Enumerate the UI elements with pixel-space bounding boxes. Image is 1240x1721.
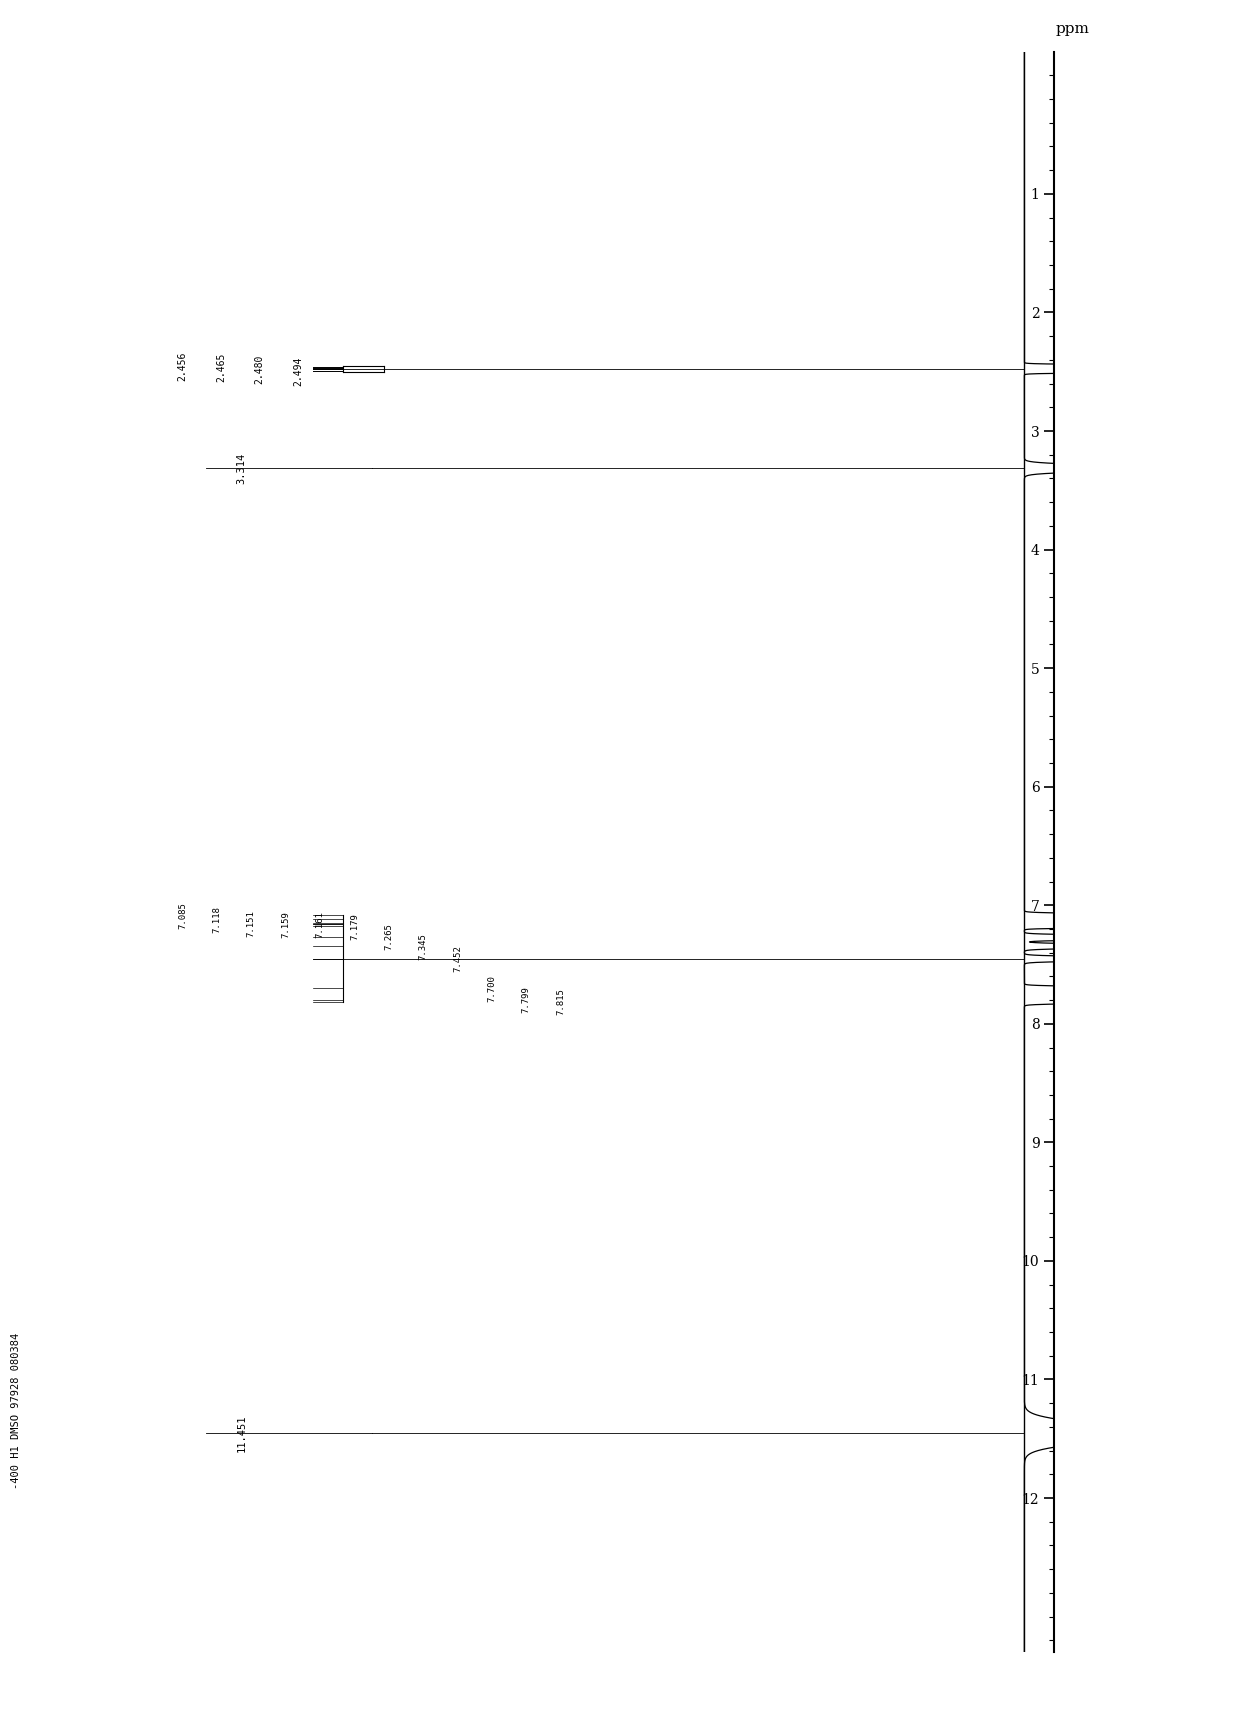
Text: 7.085: 7.085 (179, 902, 187, 929)
Text: 7.815: 7.815 (557, 988, 565, 1015)
Text: 7.345: 7.345 (419, 933, 428, 960)
Text: 2.456: 2.456 (177, 351, 187, 382)
Text: 11.451: 11.451 (237, 1415, 247, 1453)
Text: 7.179: 7.179 (350, 914, 358, 940)
Text: 7.161: 7.161 (315, 910, 325, 938)
Text: 2.494: 2.494 (293, 356, 303, 386)
Text: 7.452: 7.452 (453, 945, 463, 972)
Text: 3.314: 3.314 (237, 453, 247, 484)
Text: 7.265: 7.265 (384, 922, 393, 950)
Text: 7.799: 7.799 (522, 986, 531, 1014)
Text: 2.465: 2.465 (216, 353, 226, 382)
Text: 7.118: 7.118 (212, 905, 222, 933)
Text: 7.159: 7.159 (281, 910, 290, 938)
Text: 2.480: 2.480 (254, 355, 264, 384)
Text: 7.700: 7.700 (487, 974, 496, 1002)
Text: ppm: ppm (1055, 22, 1090, 36)
Text: 7.151: 7.151 (247, 910, 255, 936)
Text: -400 H1 DMSO 97928 080384: -400 H1 DMSO 97928 080384 (11, 1334, 21, 1489)
